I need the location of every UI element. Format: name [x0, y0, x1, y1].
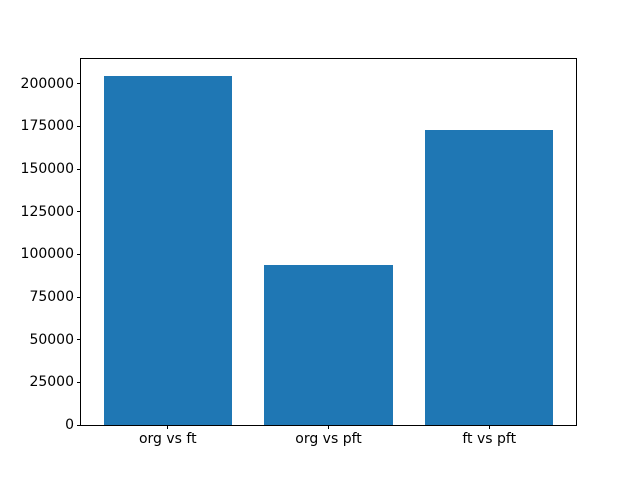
y-tick-mark — [77, 125, 81, 127]
y-tick-label: 75000 — [29, 289, 74, 306]
y-tick-label: 150000 — [20, 161, 74, 178]
y-tick-mark — [77, 211, 81, 213]
x-axis: org vs ft org vs pft ft vs pft — [81, 59, 576, 447]
y-tick-mark — [77, 424, 81, 426]
x-tick-label: ft vs pft — [462, 431, 517, 447]
bar-ft-vs-pft — [424, 129, 554, 425]
x-tick-label: org vs ft — [138, 431, 197, 447]
plot-area: 0 25000 50000 75000 100000 125000 150000 175000… — [21, 58, 577, 447]
y-tick-label: 25000 — [29, 374, 74, 391]
y-tick-mark — [77, 83, 81, 85]
y-tick-mark — [77, 296, 81, 298]
x-tick-mark — [488, 425, 490, 429]
y-tick-label: 200000 — [20, 75, 74, 92]
y-tick-label: 175000 — [20, 118, 74, 135]
x-tick-mark — [167, 425, 169, 429]
y-tick-label: 50000 — [29, 331, 74, 348]
y-tick-mark — [77, 168, 81, 170]
bars-container — [81, 59, 576, 425]
y-tick-mark — [77, 381, 81, 383]
y-tick-label: 100000 — [20, 246, 74, 263]
y-axis: 0 25000 50000 75000 100000 125000 150000 175000… — [21, 59, 576, 433]
y-tick-label: 125000 — [20, 203, 74, 220]
y-tick-label: 0 — [65, 417, 74, 433]
x-tick-mark — [328, 425, 329, 429]
y-tick-mark — [77, 339, 81, 341]
bar-org-vs-ft — [103, 76, 233, 425]
bar-org-vs-pft — [264, 264, 393, 425]
x-tick-label: org vs pft — [295, 431, 362, 447]
y-tick-mark — [77, 253, 81, 255]
